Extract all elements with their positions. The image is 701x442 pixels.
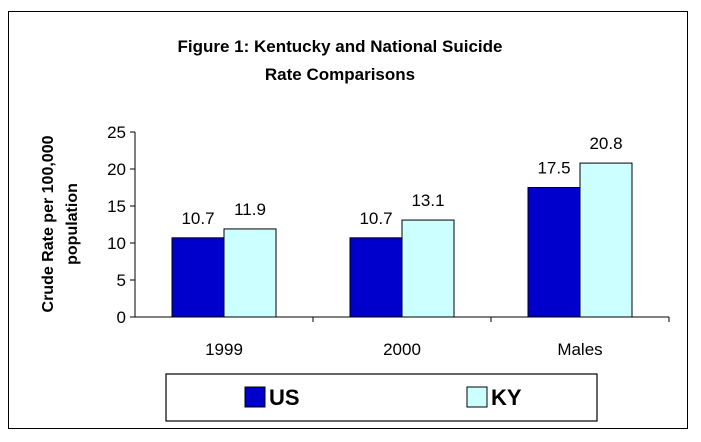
bar-us xyxy=(349,237,403,318)
y-tick-label: 20 xyxy=(107,160,126,179)
y-tick-label: 25 xyxy=(107,123,126,142)
chart-title-line1: Figure 1: Kentucky and National Suicide xyxy=(178,37,503,56)
data-label-ky: 11.9 xyxy=(234,200,266,219)
legend-swatch-us xyxy=(244,386,266,408)
legend-label-ky: KY xyxy=(491,385,522,410)
legend: US KY xyxy=(165,373,598,422)
y-axis-ticks: 0 5 10 15 20 25 xyxy=(107,123,135,327)
bars-group: 10.7 11.9 10.7 13.1 17.5 20.8 xyxy=(171,134,633,318)
chart-svg: Figure 1: Kentucky and National Suicide … xyxy=(40,37,670,422)
bar-us xyxy=(527,187,581,318)
y-tick-label: 5 xyxy=(117,271,126,290)
y-tick-label: 15 xyxy=(107,197,126,216)
x-axis-labels: 1999 2000 Males xyxy=(205,317,670,359)
y-axis-label-line2: population xyxy=(64,183,81,265)
bar-ky xyxy=(579,162,633,318)
data-label-us: 10.7 xyxy=(359,209,392,228)
bar-ky xyxy=(401,219,455,318)
x-tick-label: 1999 xyxy=(205,340,243,359)
data-label-ky: 20.8 xyxy=(589,134,622,153)
chart-title-line2: Rate Comparisons xyxy=(265,65,415,84)
y-tick-label: 10 xyxy=(107,234,126,253)
x-tick-label: Males xyxy=(557,340,602,359)
bar-ky xyxy=(223,228,277,318)
data-label-ky: 13.1 xyxy=(411,191,444,210)
y-tick-label: 0 xyxy=(117,308,126,327)
data-label-us: 10.7 xyxy=(181,209,214,228)
chart-area: Figure 1: Kentucky and National Suicide … xyxy=(8,11,688,429)
legend-box xyxy=(165,373,598,422)
x-tick-label: 2000 xyxy=(383,340,421,359)
y-axis-label-line1: Crude Rate per 100,000 xyxy=(40,135,57,312)
bar-us xyxy=(171,237,225,318)
legend-label-us: US xyxy=(269,385,300,410)
legend-swatch-ky xyxy=(466,386,488,408)
data-label-us: 17.5 xyxy=(537,159,570,178)
